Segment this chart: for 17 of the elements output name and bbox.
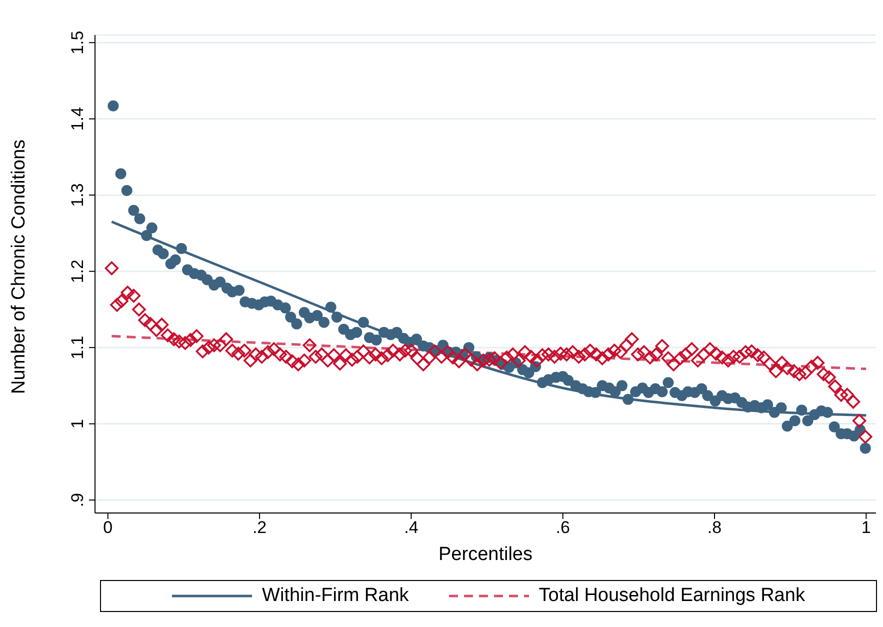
y-tick-label: 1.5 (68, 30, 87, 54)
y-tick-label: 1 (68, 419, 87, 429)
y-tick-label: 1.1 (68, 336, 87, 360)
legend-label: Within-Firm Rank (262, 585, 409, 607)
y-tick-label: 1.2 (68, 260, 87, 284)
x-tick-label: .4 (404, 518, 418, 538)
x-tick-label: 0 (103, 518, 113, 538)
y-tick-label: 1.3 (68, 183, 87, 207)
x-tick-label: 1 (861, 518, 871, 538)
y-tick-label: 1.4 (68, 107, 87, 131)
x-axis-title: Percentiles (438, 544, 532, 565)
x-tick-label: .6 (556, 518, 570, 538)
y-tick-label: .9 (68, 492, 87, 508)
x-tick-label: .2 (252, 518, 267, 538)
x-tick-label: .8 (707, 518, 722, 538)
legend-label: Total Household Earnings Rank (538, 585, 805, 607)
y-axis-title: Number of Chronic Conditions (8, 139, 30, 394)
